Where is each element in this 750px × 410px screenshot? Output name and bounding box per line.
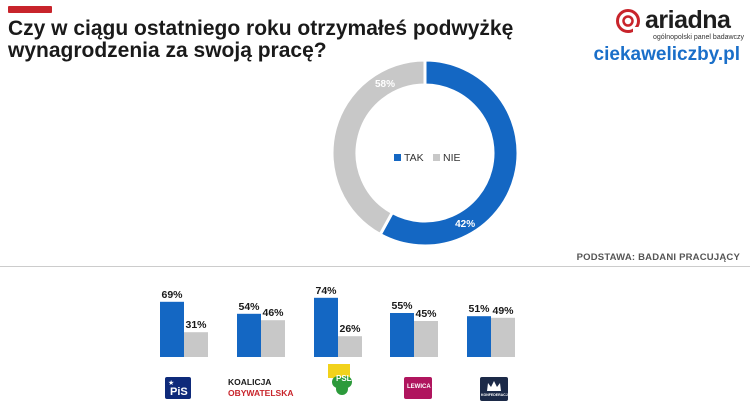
psl-logo-text: PSL xyxy=(336,374,352,383)
donut-label-nie: 42% xyxy=(455,219,475,230)
ariadna-logo-icon xyxy=(616,9,640,33)
legend-swatch-tak xyxy=(394,154,401,161)
bar-tak-0 xyxy=(160,301,184,357)
legend-swatch-nie xyxy=(433,154,440,161)
title-line-2: wynagrodzenia za swoją pracę? xyxy=(8,39,327,62)
legend-label-tak: TAK xyxy=(404,152,424,164)
page-title: Czy w ciągu ostatniego roku otrzymałeś p… xyxy=(8,18,568,62)
bar-label-tak-0: 69% xyxy=(161,289,183,301)
lewica-logo-text: LEWICA xyxy=(407,384,431,390)
bar-nie-3 xyxy=(414,321,438,357)
donut-chart: 58% 42% TAK NIE xyxy=(330,58,520,248)
ko-logo-line-2: OBYWATELSKA xyxy=(228,388,294,398)
accent-bar xyxy=(8,6,52,13)
bar-label-nie-4: 49% xyxy=(492,305,514,317)
ko-logo-line-1: KOALICJA xyxy=(228,377,272,387)
donut-slice-nie xyxy=(330,58,427,237)
bar-tak-3 xyxy=(390,313,414,357)
bar-label-tak-2: 74% xyxy=(315,285,337,297)
brand-name: ariadna xyxy=(645,6,731,34)
bar-label-nie-1: 46% xyxy=(262,307,284,319)
bar-tak-4 xyxy=(467,316,491,357)
pis-logo-text: PiS xyxy=(170,386,188,398)
bar-label-tak-4: 51% xyxy=(468,303,490,315)
ko-logo: KOALICJA OBYWATELSKA xyxy=(228,377,300,401)
bar-tak-2 xyxy=(314,297,338,357)
donut-label-tak: 58% xyxy=(375,79,395,90)
bar-label-nie-3: 45% xyxy=(415,308,437,320)
bar-label-tak-1: 54% xyxy=(238,301,260,313)
divider xyxy=(0,266,750,267)
donut-slice-tak xyxy=(378,58,520,248)
brand-tagline: ogólnopolski panel badawczy xyxy=(653,34,745,41)
bar-tak-1 xyxy=(237,313,261,357)
konfederacja-logo: KONFEDERACJA xyxy=(480,377,511,401)
party-bar-chart: 69% 31% 54%46% 74% 26% 55%45% 51% 49% xyxy=(160,285,515,357)
bar-nie-2 xyxy=(338,336,362,357)
bar-nie-1 xyxy=(261,320,285,357)
legend-label-nie: NIE xyxy=(443,152,461,164)
basis-note: PODSTAWA: BADANI PRACUJĄCY xyxy=(576,252,740,263)
crown-icon xyxy=(487,381,501,391)
psl-logo: PSL xyxy=(328,364,356,398)
bar-label-nie-2: 26% xyxy=(339,323,361,335)
bar-label-nie-0: 31% xyxy=(185,319,207,331)
bar-nie-0 xyxy=(184,332,208,357)
pis-logo: ★ PiS xyxy=(165,377,191,399)
clover-icon xyxy=(332,376,352,395)
bar-nie-4 xyxy=(491,317,515,357)
ariadna-logo: ariadna ogólnopolski panel badawczy xyxy=(615,6,745,42)
title-line-1: Czy w ciągu ostatniego roku otrzymałeś p… xyxy=(8,17,514,40)
site-link[interactable]: ciekaweliczby.pl xyxy=(593,44,740,65)
bar-label-tak-3: 55% xyxy=(391,300,413,312)
konfederacja-logo-text: KONFEDERACJA xyxy=(481,393,511,397)
lewica-logo: LEWICA xyxy=(404,377,432,399)
